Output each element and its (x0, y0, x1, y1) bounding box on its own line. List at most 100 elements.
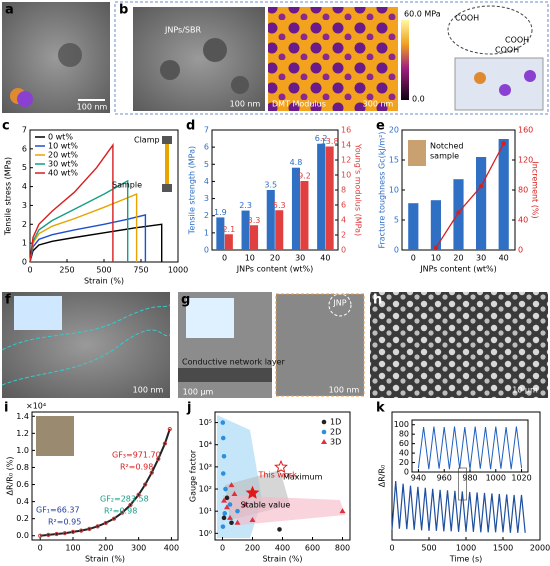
plot-frame (214, 411, 351, 541)
y-tick-label: 7 (204, 126, 209, 135)
sem-image (370, 292, 548, 398)
schematic-particle (499, 84, 511, 96)
y-tick-label: 15 (389, 156, 399, 165)
y2-tick-label: 2 (341, 231, 346, 240)
y-tick-label: 1.4 (16, 412, 29, 421)
panel-letter: e (376, 119, 385, 134)
y2-tick-label: 0 (341, 246, 346, 255)
y-tick-label: 2 (22, 220, 27, 229)
x-axis-label: Time (s) (449, 555, 483, 564)
y2-tick-label: 8 (341, 186, 346, 195)
point (70, 529, 76, 534)
y-tick-label: 0.8 (16, 463, 29, 472)
y-axis-label: Tensile stress (MPa) (4, 157, 13, 236)
scatter-point (228, 482, 235, 488)
point (111, 516, 117, 521)
x-tick-label: 10 (245, 254, 255, 263)
legend-label: 10 wt% (48, 142, 78, 151)
image-label: DMT Modulus (272, 100, 326, 109)
y-tick-label: 3 (22, 201, 27, 210)
y-tick-label: 6 (22, 144, 27, 153)
x-tick-label: 0 (27, 266, 32, 275)
legend-label: 30 wt% (48, 160, 78, 169)
x-tick-label: 30 (476, 254, 486, 263)
y-tick-label: 10¹ (199, 507, 212, 516)
scatter-point (220, 435, 226, 441)
line-series (29, 193, 138, 263)
y-tick-label: 60 (399, 439, 409, 448)
y-tick-label: 0.2 (16, 514, 29, 523)
y2-tick-label: 16 (341, 126, 351, 135)
y-tick-label: 10⁵ (199, 418, 212, 427)
point (136, 492, 141, 497)
x-tick-label: 10 (431, 254, 441, 263)
image-label: JNPs/SBR (164, 26, 201, 35)
annotation: R²=0.95 (48, 518, 81, 527)
bar (430, 200, 441, 250)
bar (300, 181, 309, 250)
scatter-point (231, 490, 238, 496)
y-tick-label: 2 (204, 211, 209, 220)
point (162, 441, 167, 446)
group-label: COOH (455, 14, 479, 23)
legend-label: 2D (330, 428, 341, 437)
scatter-point (221, 454, 227, 459)
group-label: COOH (505, 36, 529, 45)
y2-axis-label: Increment (%) (531, 161, 540, 218)
y2-tick-label: 4 (341, 216, 346, 225)
y-tick-label: 6 (204, 143, 209, 152)
scatter-point (234, 519, 241, 525)
colorbar-label: 60.0 MPa (404, 10, 441, 19)
plot-frame (29, 129, 179, 263)
y-axis-label: ΔR/R₀ (%) (6, 457, 15, 496)
line-marker (501, 141, 506, 146)
data-label: 4.8 (290, 158, 303, 167)
line-marker (478, 184, 484, 189)
x-axis-label: Strain (%) (85, 555, 125, 564)
x-tick-label: 300 (131, 544, 146, 553)
y-axis-label: Fracture toughness Gc(kJ/m²) (378, 131, 387, 248)
scatter-point (227, 502, 233, 507)
y-tick-label: 7 (22, 126, 27, 135)
annotation: R²=0.98 (120, 463, 153, 472)
y-tick-label: 4 (204, 177, 209, 186)
bar (216, 217, 225, 250)
x-tick-label: 800 (335, 544, 350, 553)
highlight-label: This work (258, 470, 298, 479)
panel-letter: j (186, 401, 191, 416)
bar (241, 210, 250, 250)
scatter-point (235, 508, 240, 514)
group-label: COOH (495, 46, 519, 55)
y2-tick-label: 80 (518, 186, 528, 195)
legend-marker (321, 429, 327, 435)
point-label: Stable value (241, 500, 291, 509)
y-tick-label: 1.0 (16, 446, 29, 455)
data-label: 2.3 (239, 201, 252, 210)
point (46, 532, 51, 537)
legend-label: 1D (330, 418, 341, 427)
scatter-point (224, 495, 230, 501)
x-axis-label: JNPs content (wt%) (236, 265, 313, 274)
annotation: sample (430, 152, 459, 161)
inset-schematic (186, 298, 234, 338)
x-tick-label: 100 (65, 544, 80, 553)
highlight-circle (328, 293, 352, 317)
scatter-point (221, 515, 227, 521)
image-label: JNP (332, 299, 346, 308)
scatter-point (220, 420, 226, 425)
scale-label: 100 nm (329, 386, 360, 395)
particle (203, 38, 227, 62)
point (128, 502, 133, 508)
sample-photo (408, 140, 426, 166)
colorbar (401, 20, 409, 100)
panel-letter: f (5, 293, 11, 308)
x-tick-label: 1500 (493, 544, 513, 553)
y-tick-label: 0 (204, 246, 209, 255)
panel-letter: d (186, 119, 195, 134)
scatter-point (221, 497, 227, 503)
y-tick-label: 5 (394, 216, 399, 225)
plot-frame (31, 411, 179, 541)
x-tick-label: 0 (220, 544, 225, 553)
line-series (391, 481, 526, 533)
